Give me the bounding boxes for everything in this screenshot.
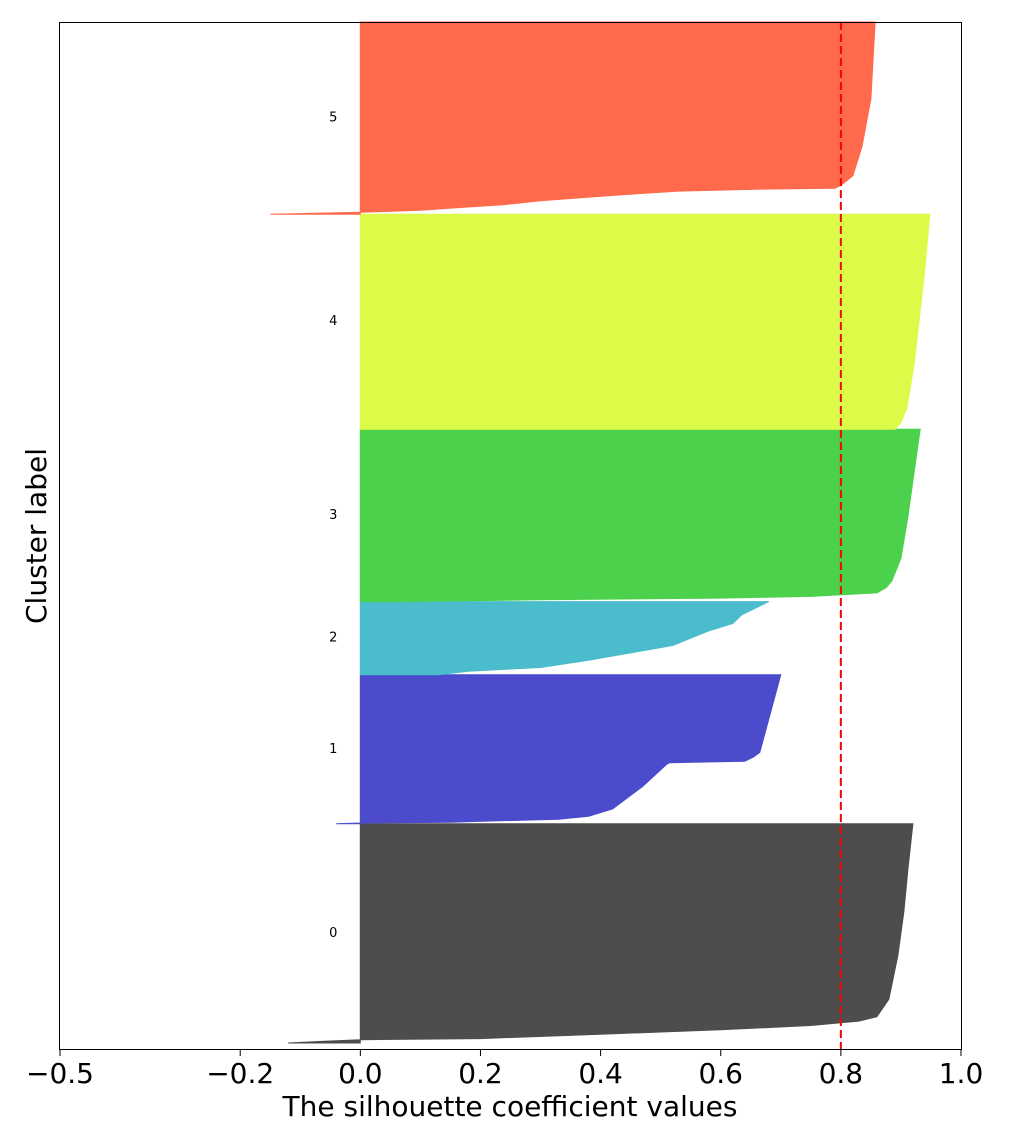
x-tick-label: 0.0	[338, 1057, 383, 1090]
plot-frame	[59, 22, 962, 1050]
cluster-label-1: 1	[329, 742, 337, 757]
silhouette-band-cluster-4	[359, 213, 931, 430]
silhouette-band-cluster-1	[336, 674, 782, 825]
cluster-label-3: 3	[329, 508, 337, 523]
cluster-label-0: 0	[329, 926, 337, 941]
y-axis-title: Cluster label	[20, 448, 53, 624]
x-tick-label: 1.0	[939, 1057, 984, 1090]
plot-area: 0 1 2 3 4 5	[270, 21, 931, 1049]
x-axis-title: The silhouette coefficient values	[282, 1090, 738, 1123]
x-tick-label: 0.8	[819, 1057, 864, 1090]
cluster-label-2: 2	[329, 631, 337, 646]
silhouette-band-cluster-3	[359, 428, 921, 603]
silhouette-band-cluster-5	[270, 21, 876, 215]
x-tick-label: 0.2	[458, 1057, 503, 1090]
cluster-label-5: 5	[329, 111, 337, 126]
x-tick-label: −0.5	[26, 1057, 94, 1090]
x-axis: −0.5 −0.2 0.0 0.2 0.4 0.6 0.8 1.0	[26, 1049, 983, 1090]
cluster-label-4: 4	[329, 314, 337, 329]
x-tick-label: −0.2	[206, 1057, 274, 1090]
silhouette-band-cluster-0	[288, 823, 914, 1044]
x-tick-label: 0.4	[578, 1057, 623, 1090]
x-tick-label: 0.6	[698, 1057, 743, 1090]
silhouette-band-cluster-2	[359, 601, 770, 676]
